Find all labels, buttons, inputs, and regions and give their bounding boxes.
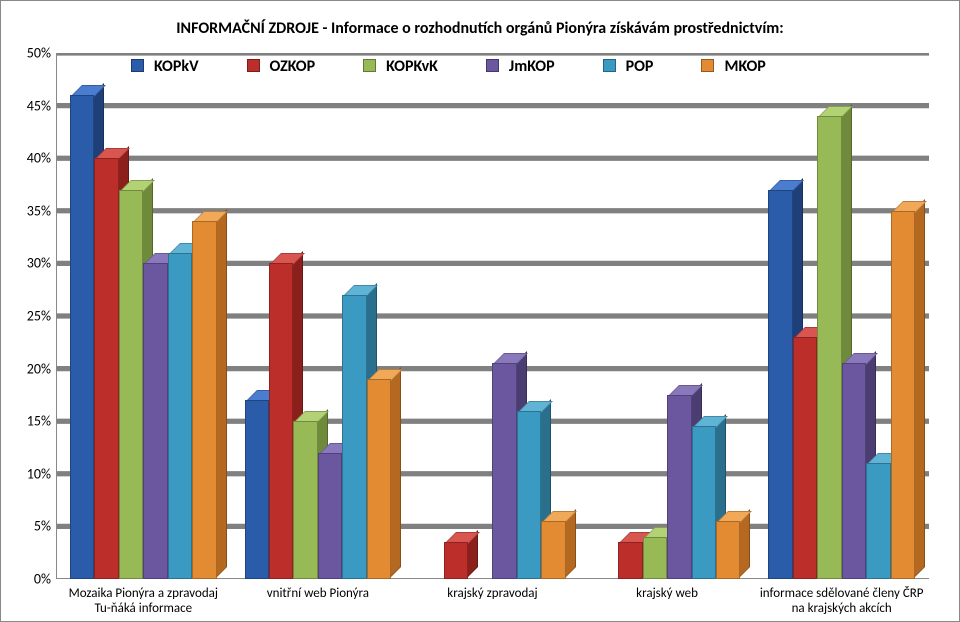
- bar: [716, 521, 740, 579]
- bar-group: [405, 53, 580, 579]
- bar: [866, 463, 890, 579]
- bar: [667, 395, 691, 579]
- y-tick-label: 5%: [16, 518, 51, 535]
- y-tick-label: 20%: [16, 360, 51, 377]
- bar-group: [231, 53, 406, 579]
- y-tick-label: 30%: [16, 255, 51, 272]
- x-tick-label: krajský web: [580, 586, 755, 617]
- bar: [793, 337, 817, 579]
- y-tick-label: 45%: [16, 97, 51, 114]
- chart-frame: INFORMAČNÍ ZDROJE - Informace o rozhodnu…: [0, 0, 960, 622]
- bar: [643, 537, 667, 579]
- x-axis-labels: Mozaika Pionýra a zpravodaj Tu-ňáká info…: [56, 586, 929, 617]
- bar: [119, 190, 143, 579]
- bar-group: [56, 53, 231, 579]
- y-tick-label: 10%: [16, 465, 51, 482]
- bar-group: [754, 53, 929, 579]
- bar: [94, 158, 118, 579]
- x-tick-label: informace sdělované členy ČRP na krajský…: [754, 586, 929, 617]
- bar: [842, 363, 866, 579]
- bar: [293, 421, 317, 579]
- bar: [318, 453, 342, 579]
- x-tick-label: krajský zpravodaj: [405, 586, 580, 617]
- x-tick-label: vnitřní web Pionýra: [231, 586, 406, 617]
- y-tick-label: 25%: [16, 308, 51, 325]
- bar: [342, 295, 366, 579]
- bar-group: [580, 53, 755, 579]
- bar: [492, 363, 516, 579]
- chart-title: INFORMAČNÍ ZDROJE - Informace o rozhodnu…: [1, 19, 959, 38]
- bar: [541, 521, 565, 579]
- bar: [891, 211, 915, 579]
- bar: [367, 379, 391, 579]
- bar: [444, 542, 468, 579]
- y-tick-label: 35%: [16, 202, 51, 219]
- bar: [143, 263, 167, 579]
- bar: [817, 116, 841, 579]
- y-tick-label: 40%: [16, 150, 51, 167]
- bar: [168, 253, 192, 579]
- y-tick-label: 0%: [16, 571, 51, 588]
- bar: [70, 95, 94, 579]
- bar: [768, 190, 792, 579]
- bar: [269, 263, 293, 579]
- bar: [192, 221, 216, 579]
- y-tick-label: 50%: [16, 45, 51, 62]
- bar: [245, 400, 269, 579]
- bar: [618, 542, 642, 579]
- bars: [56, 53, 929, 579]
- plot-area: 0%5%10%15%20%25%30%35%40%45%50%: [56, 53, 929, 579]
- y-tick-label: 15%: [16, 413, 51, 430]
- bar: [517, 411, 541, 579]
- x-tick-label: Mozaika Pionýra a zpravodaj Tu-ňáká info…: [56, 586, 231, 617]
- bar: [692, 426, 716, 579]
